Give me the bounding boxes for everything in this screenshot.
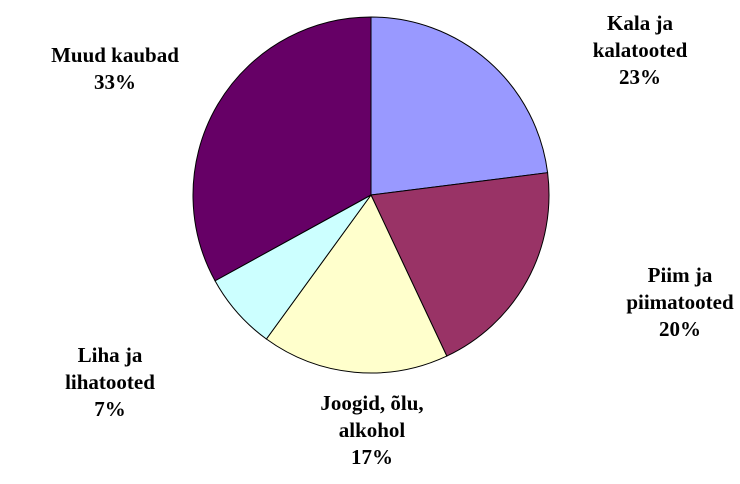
slice-label: Kala ja kalatooted	[593, 11, 688, 62]
label-line: Joogid, õlu,	[320, 391, 423, 415]
label-line: Piim ja	[648, 263, 713, 287]
pie-slice	[192, 16, 372, 282]
value-label: 7%	[94, 397, 126, 421]
slice-label: Muud kaubad	[51, 43, 179, 67]
label-line: Liha ja	[78, 343, 143, 367]
pie-slice	[370, 172, 550, 357]
slice-label: Joogid, õlu, alkohol	[320, 391, 423, 442]
value-label: 20%	[659, 317, 701, 341]
label-line: kalatooted	[593, 38, 688, 62]
pie-slice	[265, 194, 448, 374]
label-line: Muud kaubad	[51, 43, 179, 67]
slice-label: Liha ja lihatooted	[65, 343, 155, 394]
label-line: Kala ja	[607, 11, 673, 35]
value-label: 33%	[94, 70, 136, 94]
label-line: alkohol	[339, 418, 406, 442]
value-label: 23%	[619, 65, 661, 89]
pie-slice	[370, 16, 549, 196]
slice-label: Piim ja piimatooted	[626, 263, 734, 314]
label-line: lihatooted	[65, 370, 155, 394]
value-label: 17%	[351, 445, 393, 469]
label-line: piimatooted	[626, 290, 734, 314]
